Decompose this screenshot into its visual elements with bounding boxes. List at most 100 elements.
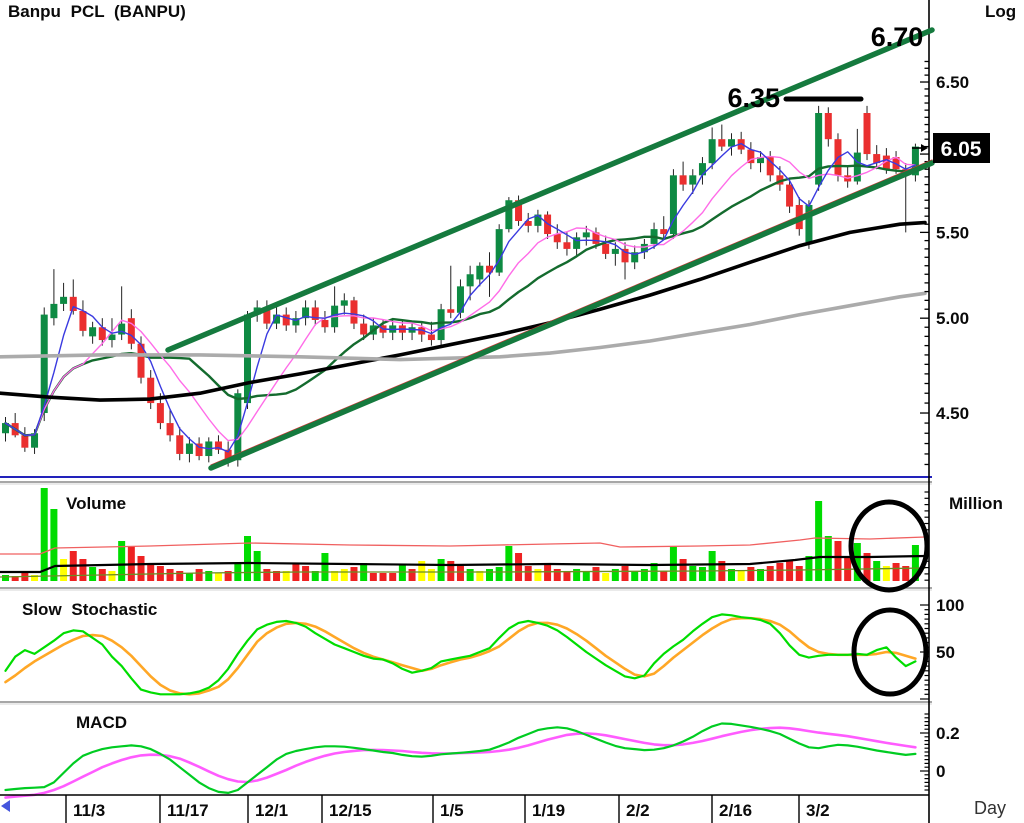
x-axis-date-label: 11/17 (167, 801, 209, 820)
candle-body (766, 157, 774, 176)
volume-bar (563, 571, 571, 581)
candle-body (611, 248, 619, 254)
candle-body (195, 443, 203, 457)
candle-body (505, 200, 513, 230)
candle-body (147, 377, 155, 404)
candle-body (166, 423, 174, 436)
candle-body (786, 184, 794, 207)
volume-bar (640, 569, 648, 581)
candle-body (689, 175, 697, 185)
candle-body (873, 154, 881, 164)
macd-panel-label: MACD (76, 713, 127, 732)
volume-bar (582, 571, 590, 581)
volume-bar (534, 569, 542, 581)
volume-panel-label: Volume (66, 494, 126, 513)
volume-bar (176, 571, 184, 581)
volume-bar (728, 569, 735, 581)
candle-body (640, 243, 648, 253)
candle-body (427, 334, 435, 341)
annotations-layer (165, 27, 935, 697)
volume-bar (195, 569, 203, 581)
trend-channel-upper-line (165, 27, 935, 353)
axes-layer: 6.50 5.50 5.00 4.50 100 50 0.2 0 11/3 11/17 12/1 12… (0, 0, 969, 823)
volume-bar (573, 569, 581, 581)
candle-body (911, 146, 919, 176)
stochastic-axis-label: 50 (936, 643, 955, 662)
volume-bar (50, 509, 58, 581)
stochastic-k-line (4, 613, 917, 696)
volume-bar (379, 573, 387, 581)
candle-body (476, 265, 484, 280)
volume-bar (302, 566, 310, 581)
candle-body (292, 318, 300, 326)
candle-body (515, 200, 523, 222)
x-axis-date-label: 12/1 (255, 801, 288, 820)
ma-mid-pink-line (4, 155, 917, 442)
volume-bar (437, 559, 445, 581)
candle-body (98, 327, 106, 341)
volume-bar (31, 575, 39, 581)
y-axis-price-label: 6.50 (936, 73, 969, 92)
volume-bar (621, 566, 629, 581)
resistance-price-label: 6.35 (727, 83, 780, 113)
candle-body (176, 435, 184, 454)
volume-bar (427, 569, 435, 581)
volume-bar (447, 561, 455, 581)
volume-bar (214, 573, 222, 581)
candle-body (757, 157, 765, 164)
y-axis-price-label: 5.00 (936, 309, 969, 328)
candle-body (118, 323, 126, 335)
candle-body (360, 323, 368, 335)
macd-axis-label: 0.2 (936, 724, 960, 743)
candle-body (273, 314, 281, 324)
candle-body (456, 286, 464, 313)
candle-body (79, 311, 87, 331)
volume-bar (766, 566, 774, 581)
x-axis-date-label: 1/19 (532, 801, 565, 820)
y-axis-price-label: 4.50 (936, 404, 969, 423)
stochastic-d-line (4, 616, 917, 696)
x-axis-date-label: 1/5 (440, 801, 464, 820)
volume-bar (166, 569, 174, 581)
candle-body (708, 139, 716, 164)
current-price-box (933, 133, 990, 163)
macd-line (4, 722, 917, 794)
x-axis-date-label: 11/3 (73, 801, 105, 820)
volume-bar (137, 556, 145, 581)
candle-body (50, 303, 58, 319)
volume-bar (689, 566, 697, 581)
price-marker-arrowhead-icon (921, 144, 928, 152)
candle-body (244, 314, 251, 404)
volume-bar (834, 541, 842, 581)
volume-bar (118, 541, 126, 581)
volume-bar (679, 559, 687, 581)
volume-bar (786, 561, 794, 581)
candle-body (582, 232, 590, 238)
candle-body (621, 248, 629, 263)
volume-bar (631, 571, 639, 581)
chart-title: Banpu PCL (BANPU) (8, 2, 186, 21)
candle-body (776, 175, 784, 185)
volume-bar (389, 573, 397, 581)
stochastic-panel-label: Slow Stochastic (22, 600, 157, 619)
trendline-companion-red (210, 159, 933, 466)
candle-body (824, 113, 832, 140)
candle-body (214, 441, 222, 450)
volume-highlight-circle (848, 499, 930, 593)
volume-bar (79, 559, 87, 581)
volume-bar (853, 543, 861, 581)
volume-bar (224, 571, 232, 581)
candle-body (185, 443, 193, 454)
volume-bar (369, 573, 377, 581)
volume-bar (737, 571, 745, 581)
scroll-left-arrow-icon[interactable] (1, 800, 10, 812)
volume-bar (776, 563, 784, 581)
candle-body (853, 152, 861, 182)
candle-body (553, 234, 561, 243)
candle-body (573, 237, 581, 249)
current-price-label: 6.05 (941, 138, 982, 161)
candle-body (592, 232, 600, 244)
ma-slow-green-line (4, 164, 917, 437)
candle-body (340, 300, 348, 306)
